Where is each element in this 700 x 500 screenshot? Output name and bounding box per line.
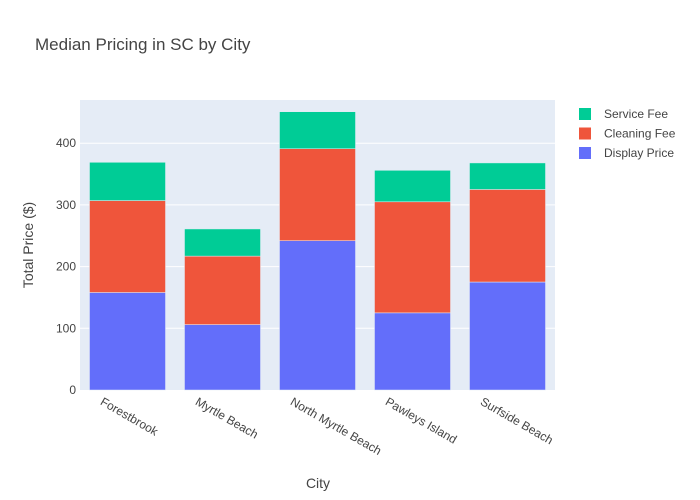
legend-label[interactable]: Service Fee	[604, 107, 668, 121]
y-tick-label: 0	[69, 383, 76, 397]
bar-cleaning-fee[interactable]	[374, 201, 451, 314]
legend-swatch[interactable]	[579, 108, 591, 120]
bar-display-price[interactable]	[279, 240, 356, 391]
legend-label[interactable]: Display Price	[604, 146, 674, 160]
bar-display-price[interactable]	[184, 324, 261, 391]
y-tick-label: 100	[56, 321, 76, 335]
chart-title: Median Pricing in SC by City	[35, 35, 251, 54]
bar-cleaning-fee[interactable]	[279, 148, 356, 241]
legend-swatch[interactable]	[579, 147, 591, 159]
x-axis-ticks: Forestbrook Myrtle Beach North Myrtle Beac…	[98, 394, 555, 457]
bar-display-price[interactable]	[374, 312, 451, 391]
bar-cleaning-fee[interactable]	[89, 200, 166, 293]
bars	[89, 111, 546, 391]
x-tick-label: Myrtle Beach	[193, 394, 261, 441]
bar-service-fee[interactable]	[279, 111, 356, 149]
legend-label[interactable]: Cleaning Fee	[604, 127, 676, 141]
legend-swatch[interactable]	[579, 127, 591, 140]
bar-service-fee[interactable]	[374, 170, 451, 203]
x-tick-label: Pawleys Island	[383, 394, 459, 446]
bar-cleaning-fee[interactable]	[184, 255, 261, 325]
y-axis-title: Total Price ($)	[20, 202, 36, 288]
y-axis-ticks: 0 100 200 300 400	[56, 136, 76, 397]
x-tick-label: Surfside Beach	[478, 394, 555, 447]
bar-service-fee[interactable]	[469, 162, 546, 190]
bar-cleaning-fee[interactable]	[469, 189, 546, 283]
legend[interactable]: Service Fee Cleaning Fee Display Price	[579, 107, 676, 160]
bar-service-fee[interactable]	[184, 228, 261, 257]
bar-display-price[interactable]	[89, 292, 166, 391]
x-axis-title: City	[306, 475, 330, 491]
y-tick-label: 400	[56, 136, 76, 150]
x-tick-label: Forestbrook	[98, 394, 161, 439]
y-tick-label: 200	[56, 260, 76, 274]
x-tick-label: North Myrtle Beach	[288, 394, 384, 457]
y-tick-label: 300	[56, 198, 76, 212]
bar-service-fee[interactable]	[89, 162, 166, 201]
bar-display-price[interactable]	[469, 281, 546, 391]
